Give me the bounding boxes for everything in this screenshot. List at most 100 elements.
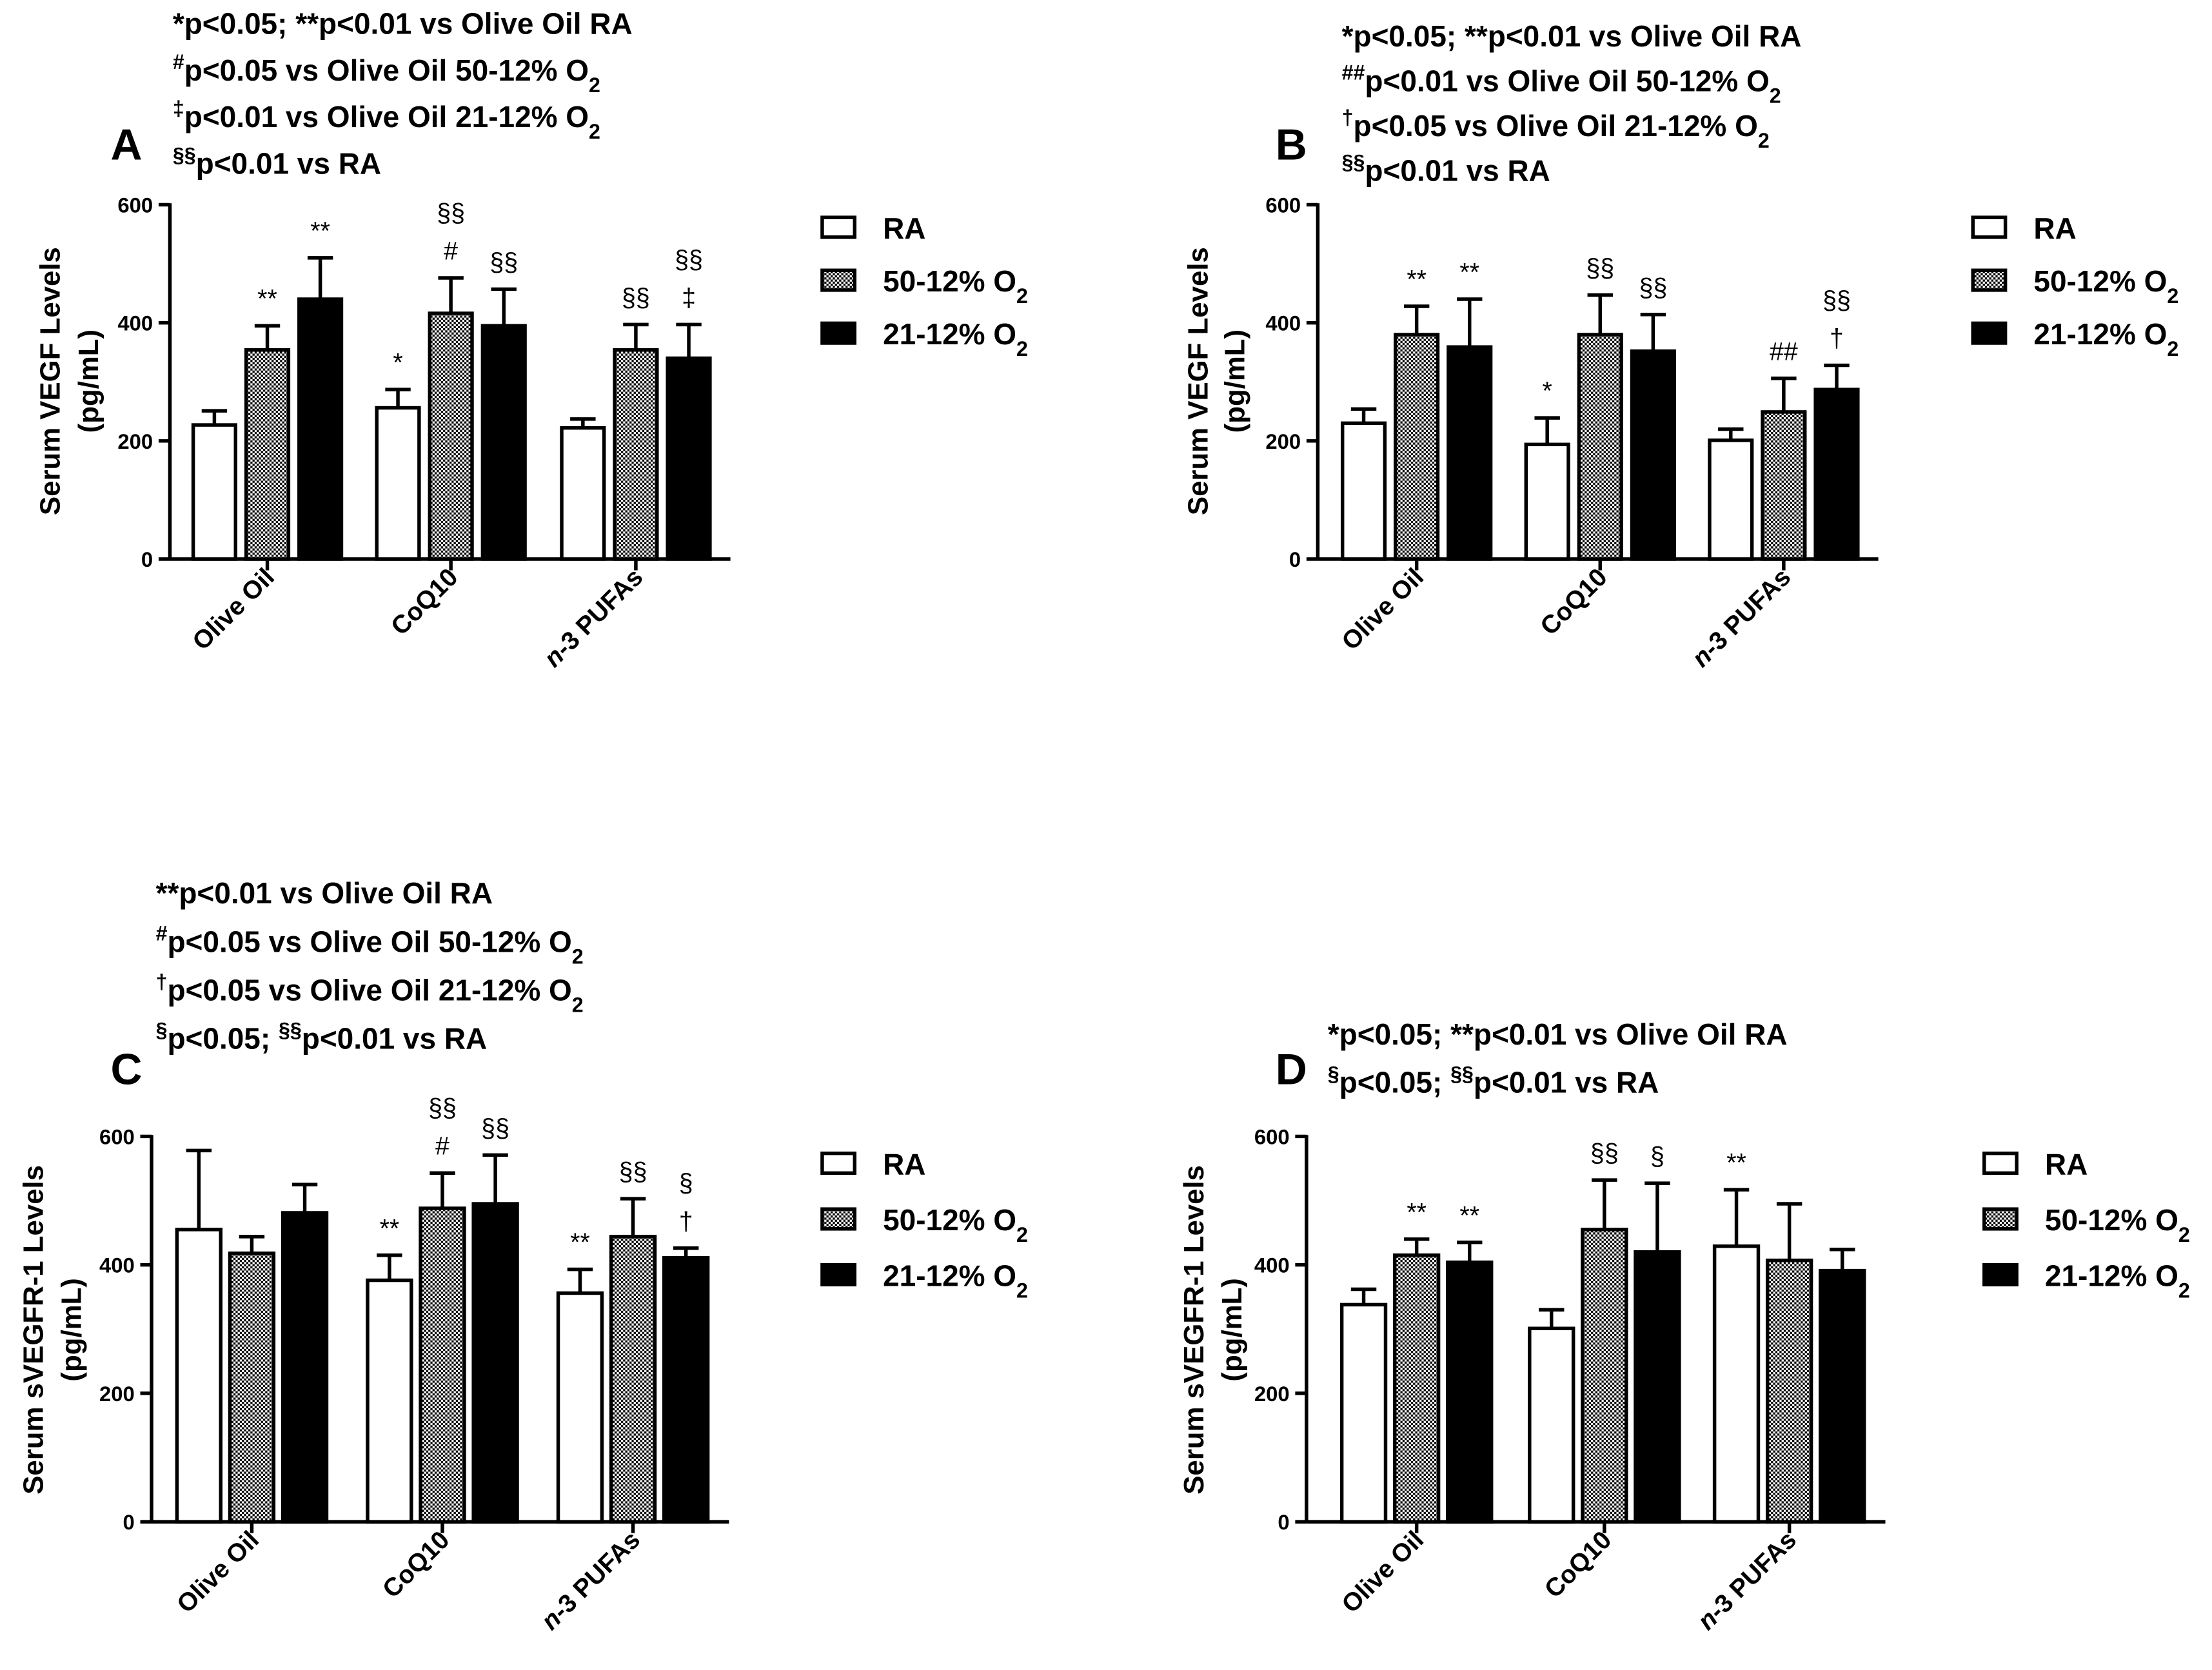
panel-d-legend-label-21-12-o2: 21-12% O2	[2045, 1259, 2190, 1302]
panel-d-legend-swatch-50-12-o2	[1982, 1207, 2019, 1231]
panel-d-bar-coq10-ra	[1528, 1326, 1575, 1524]
panel-b-category-label-coq10: CoQ10	[1535, 563, 1613, 641]
panel-c-letter: C	[111, 1045, 143, 1094]
panel-a-significance-mark: §§	[675, 246, 703, 274]
panel-a-significance-mark: ‡	[682, 284, 696, 312]
panel-b-significance-mark: §§	[1639, 273, 1667, 302]
panel-d-y-axis-label: Serum sVEGFR-1 Levels	[1178, 1165, 1210, 1495]
panel-b-significance-mark: *	[1542, 377, 1552, 406]
panel-b-category-label-segment: Olive Oil	[1336, 563, 1429, 656]
panel-a-legend-label-21-12-o2: 21-12% O2	[883, 317, 1028, 360]
panel-b-legend-label-segment: 50-12% O	[2033, 264, 2167, 298]
panel-b-footnote-segment: p<0.05 vs Olive Oil 21-12% O	[1354, 109, 1758, 142]
panel-a-bar-olive-oil-21-12-o2	[297, 297, 344, 561]
panel-b-footnote-line: §§p<0.01 vs RA	[1342, 150, 1550, 187]
panel-a-bar-coq10-ra	[375, 406, 421, 561]
panel-c-footnote-segment: **p<0.01 vs Olive Oil RA	[156, 876, 493, 910]
panel-d-legend-label-segment: 2	[2178, 1223, 2190, 1246]
panel-c-significance-mark: §	[679, 1169, 693, 1197]
panel-a-footnote-segment: p<0.01 vs Olive Oil 21-12% O	[184, 100, 589, 133]
panel-d-bar-coq10-21-12-o2	[1634, 1250, 1681, 1524]
panel-a-category-label-olive-oil: Olive Oil	[187, 563, 280, 656]
panel-d-legend-swatch-ra	[1982, 1151, 2019, 1175]
panel-b-y-axis-label: Serum VEGF Levels	[1183, 247, 1214, 515]
panel-a-legend-label-ra: RA	[883, 211, 925, 245]
panel-b-error-bar-olive-oil-ra	[1350, 407, 1377, 424]
panel-b-error-bar-olive-oil-50-12-o2	[1403, 304, 1430, 335]
panel-c-legend-label-21-12-o2: 21-12% O2	[883, 1259, 1028, 1302]
panel-d-category-label-olive-oil: Olive Oil	[1336, 1526, 1429, 1618]
panel-c-y-axis-label: (pg/mL)	[56, 1278, 88, 1381]
panel-b-footnote-segment: †	[1342, 106, 1354, 129]
panel-a-category-label-coq10: CoQ10	[386, 563, 464, 641]
panel-b: B*p<0.05; **p<0.01 vs Olive Oil RA##p<0.…	[1183, 19, 2179, 673]
panel-b-bar-n-3-pufas-50-12-o2	[1761, 410, 1807, 561]
panel-b-legend-swatch-21-12-o2	[1971, 321, 2008, 345]
panel-d-bar-olive-oil-ra	[1339, 1302, 1388, 1524]
panel-c-legend-label-segment: 2	[1016, 1223, 1028, 1246]
panel-b-y-tick-label: 400	[1265, 311, 1301, 335]
panel-b-significance-mark: **	[1459, 259, 1479, 287]
panel-b-bar-coq10-21-12-o2	[1630, 349, 1676, 561]
panel-c-error-bar-olive-oil-50-12-o2	[239, 1235, 265, 1253]
panel-c-bar-n-3-pufas-ra	[556, 1291, 604, 1524]
panel-a-footnote-segment: 2	[589, 120, 600, 143]
panel-a: A*p<0.05; **p<0.01 vs Olive Oil RA#p<0.0…	[35, 7, 1028, 673]
panel-a-footnote-line: §§p<0.01 vs RA	[173, 143, 381, 180]
panel-b-footnote-segment: p<0.01 vs RA	[1365, 153, 1550, 187]
panel-b-legend-label-segment: 21-12% O	[2033, 317, 2167, 351]
panel-c-footnote-line: #p<0.05 vs Olive Oil 50-12% O2	[156, 921, 584, 968]
panel-b-bar-coq10-50-12-o2	[1577, 333, 1623, 561]
panel-c-bar-n-3-pufas-50-12-o2	[609, 1235, 657, 1524]
panel-b-error-bar-n-3-pufas-ra	[1718, 427, 1744, 440]
panel-a-error-bar-coq10-ra	[385, 388, 411, 408]
panel-c-category-label-n-3-pufas: n-3 PUFAs	[536, 1526, 646, 1635]
panel-a-legend-label-segment: 50-12% O	[883, 264, 1016, 298]
panel-d-error-bar-n-3-pufas-ra	[1723, 1188, 1750, 1246]
panel-a-y-tick-label: 0	[141, 547, 153, 571]
panel-d-footnote-segment: p<0.01 vs RA	[1474, 1066, 1659, 1099]
panel-a-legend-label-segment: RA	[883, 211, 925, 245]
panel-c-category-label-segment: -3 PUFAs	[547, 1526, 646, 1624]
panel-a-significance-mark: **	[257, 285, 277, 313]
panel-b-footnote-segment: 2	[1758, 129, 1770, 152]
panel-a-y-tick-label: 400	[117, 311, 153, 335]
panel-d-error-bar-n-3-pufas-21-12-o2	[1830, 1248, 1855, 1271]
panel-c-bar-n-3-pufas-21-12-o2	[662, 1255, 710, 1524]
panel-a-error-bar-olive-oil-50-12-o2	[254, 324, 281, 350]
panel-c-error-bar-olive-oil-21-12-o2	[291, 1183, 318, 1213]
panel-b-significance-mark: §§	[1822, 286, 1851, 315]
panel-a-error-bar-n-3-pufas-50-12-o2	[623, 322, 649, 350]
panel-c-legend-label-50-12-o2: 50-12% O2	[883, 1203, 1028, 1246]
panel-c-category-label-segment: CoQ10	[377, 1526, 455, 1604]
panel-a-bar-coq10-50-12-o2	[428, 311, 474, 561]
panel-c-error-bar-n-3-pufas-50-12-o2	[620, 1197, 646, 1237]
panel-b-footnote-segment: *p<0.05; **p<0.01 vs Olive Oil RA	[1342, 19, 1802, 53]
panel-a-error-bar-coq10-50-12-o2	[438, 276, 464, 313]
panel-a-footnote-line: ‡p<0.01 vs Olive Oil 21-12% O2	[173, 97, 600, 143]
panel-c-footnote-line: §p<0.05; §§p<0.01 vs RA	[156, 1018, 488, 1055]
panel-b-bar-coq10-ra	[1524, 442, 1570, 561]
panel-a-footnote-segment: p<0.01 vs RA	[196, 146, 381, 180]
panel-d-error-bar-coq10-21-12-o2	[1644, 1181, 1670, 1252]
panel-c-bar-olive-oil-50-12-o2	[228, 1251, 276, 1524]
panel-a-significance-mark: §§	[622, 284, 650, 312]
panel-a-bar-n-3-pufas-50-12-o2	[613, 348, 659, 561]
panel-c-footnote-segment: p<0.05 vs Olive Oil 50-12% O	[167, 925, 571, 958]
panel-a-bar-olive-oil-50-12-o2	[244, 348, 291, 561]
panel-c: C **p<0.01 vs Olive Oil RA #p<0.05 vs Oliv…	[17, 876, 1028, 1635]
panel-b-legend-swatch-50-12-o2	[1971, 268, 2008, 292]
panel-c-footnote-segment: p<0.05;	[167, 1021, 278, 1055]
panel-c-significance-mark: §§	[481, 1114, 509, 1143]
panel-c-category-label-segment: Olive Oil	[172, 1526, 264, 1618]
panel-b-significance-mark: **	[1407, 266, 1427, 294]
panel-b-bar-olive-oil-50-12-o2	[1394, 333, 1440, 561]
panel-b-footnote-line: *p<0.05; **p<0.01 vs Olive Oil RA	[1342, 19, 1802, 53]
panel-a-legend-swatch-21-12-o2	[820, 321, 857, 345]
panel-d-legend-label-segment: 2	[2178, 1279, 2190, 1302]
panel-a-legend-swatch-50-12-o2	[820, 268, 857, 292]
panel-c-footnote-segment: p<0.01 vs RA	[302, 1021, 487, 1055]
panel-a-bar-coq10-21-12-o2	[480, 324, 527, 561]
panel-d-letter: D	[1276, 1045, 1307, 1094]
panel-a-footnote-segment: 2	[589, 74, 600, 97]
